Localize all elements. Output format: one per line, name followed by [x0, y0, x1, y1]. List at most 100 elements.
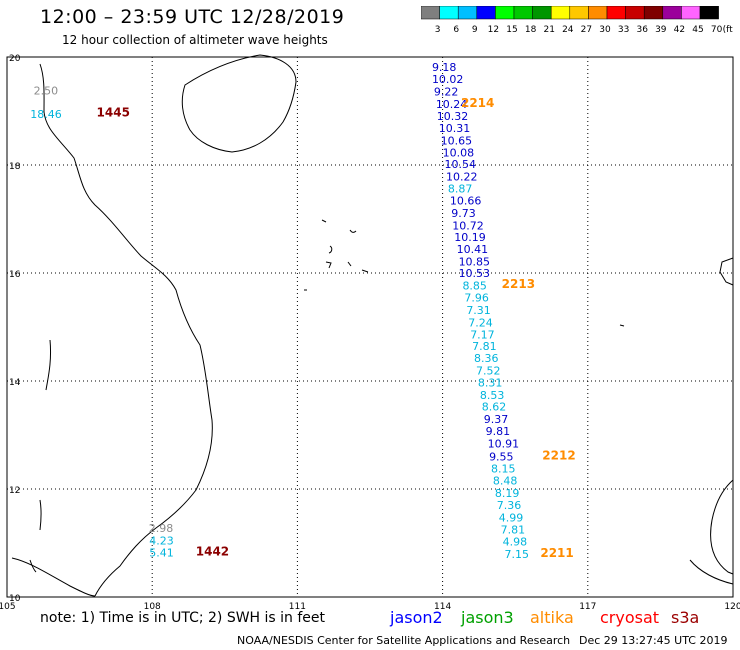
wave-height-label: 10.54: [445, 158, 477, 171]
axis-labels: 105 108 111 114 117 120 20 18 16 14 12 10: [0, 54, 740, 612]
wave-height-points: 9.1810.029.2210.2410.3210.3110.6510.0810…: [30, 61, 529, 561]
colorbar-tick: 18: [525, 25, 537, 34]
x-tick-label: 117: [579, 602, 596, 612]
y-tick-label: 14: [9, 378, 21, 388]
wave-height-label: 8.87: [448, 183, 473, 196]
wave-height-label: 10.91: [488, 437, 520, 450]
map-subtitle: 12 hour collection of altimeter wave hei…: [62, 33, 328, 47]
x-tick-label: 111: [289, 602, 306, 612]
colorbar-tick: 21: [543, 25, 554, 34]
wave-height-label: 10.02: [432, 73, 464, 86]
y-tick-label: 10: [9, 594, 21, 604]
wave-height-label: 7.15: [505, 548, 530, 561]
y-tick-label: 18: [9, 162, 21, 172]
wave-height-label: 10.41: [457, 243, 489, 256]
wave-height-label: 10.85: [459, 255, 491, 268]
colorbar-tick: 33: [618, 25, 629, 34]
graticule: [7, 57, 733, 597]
footer-timestamp: Dec 29 13:27:45 UTC 2019: [579, 634, 728, 647]
wave-height-label: 10.31: [439, 122, 471, 135]
colorbar-tick: 36: [636, 25, 648, 34]
legend-cryosat: cryosat: [600, 608, 660, 627]
pass-time-label: 2212: [542, 448, 575, 462]
wave-height-label: 7.52: [476, 365, 501, 378]
pass-time-label: 1445: [97, 105, 130, 119]
map-frame: [6, 56, 734, 598]
wave-height-label: 10.22: [446, 171, 478, 184]
legend-jason3: jason3: [461, 608, 514, 627]
hainan-island: [181, 54, 297, 153]
y-tick-label: 20: [9, 54, 21, 64]
wave-height-label: 2.50: [34, 84, 59, 97]
wave-height-label: 8.15: [491, 462, 516, 475]
wave-height-label: 7.36: [497, 499, 521, 512]
wave-height-label: 4.98: [503, 536, 527, 549]
wave-height-label: 9.18: [432, 61, 457, 74]
colorbar-tick: 30: [599, 25, 611, 34]
wave-height-label: 10.24: [436, 98, 468, 111]
wave-height-label: 9.73: [451, 207, 476, 220]
x-tick-label: 120: [724, 602, 740, 612]
colorbar-tick: 70: [711, 25, 723, 34]
colorbar-swatch: [699, 6, 719, 20]
wave-height-label: 8.48: [493, 475, 518, 488]
x-tick-label: 105: [0, 602, 16, 612]
wave-height-label: 9.22: [434, 85, 459, 98]
wave-height-label: 9.37: [484, 413, 509, 426]
wave-height-label: 10.66: [450, 194, 482, 207]
paracel-islands: [304, 219, 625, 327]
wave-height-label: 18.46: [30, 108, 62, 121]
wave-height-label: 4.23: [149, 535, 174, 548]
y-tick-label: 12: [9, 486, 20, 496]
x-tick-label: 108: [144, 602, 161, 612]
pass-time-label: 2211: [540, 546, 573, 560]
map-title: 12:00 – 23:59 UTC 12/28/2019: [40, 6, 345, 28]
wave-height-label: 7.81: [472, 340, 497, 353]
y-tick-label: 16: [9, 270, 21, 280]
colorbar-tick: 42: [674, 25, 685, 34]
colorbar-unit: (ft): [723, 25, 733, 34]
wave-height-label: 8.36: [474, 352, 499, 365]
wave-height-label: 7.24: [468, 316, 493, 329]
footer-note: note: 1) Time is in UTC; 2) SWH is in fe…: [40, 610, 326, 626]
colorbar-tick: 27: [581, 25, 592, 34]
legend-jason2: jason2: [390, 608, 443, 627]
wave-height-label: 5.41: [149, 547, 174, 560]
wave-height-label: 10.19: [454, 231, 486, 244]
wave-height-label: 4.99: [499, 511, 524, 524]
coastline: [11, 63, 213, 597]
pass-time-labels: 2214 2213 2212 2211 1445 1442: [97, 96, 576, 560]
wave-height-label: 7.96: [464, 292, 489, 305]
colorbar-tick: 15: [506, 25, 517, 34]
wave-height-label: 7.31: [466, 304, 491, 317]
wave-height-label: 7.17: [470, 328, 495, 341]
wave-height-label: 7.81: [501, 523, 526, 536]
legend-s3a: s3a: [671, 608, 700, 627]
colorbar-tick: 9: [472, 25, 478, 34]
colorbar-tick: 39: [655, 25, 667, 34]
wave-height-label: 10.32: [437, 110, 469, 123]
pass-time-label: 2213: [502, 277, 535, 291]
colorbar-tick: 24: [562, 25, 574, 34]
wave-height-label: 10.08: [443, 146, 475, 159]
pass-time-label: 1442: [196, 544, 229, 558]
colorbar-tick: 3: [435, 25, 441, 34]
pass-time-label: 2214: [461, 96, 494, 110]
x-tick-label: 114: [434, 602, 451, 612]
wave-height-label: 9.55: [489, 450, 513, 463]
colorbar-tick: 12: [488, 25, 499, 34]
wave-height-label: 2.98: [149, 522, 174, 535]
philippines-coast: [689, 257, 734, 585]
wave-height-label: 10.65: [441, 134, 473, 147]
colorbar-tick: 6: [453, 25, 459, 34]
wave-height-label: 8.31: [478, 376, 503, 389]
wave-height-label: 8.62: [482, 401, 507, 414]
wave-height-label: 8.85: [462, 280, 487, 293]
legend-altika: altika: [530, 608, 574, 627]
footer-credit: NOAA/NESDIS Center for Satellite Applica…: [237, 634, 571, 647]
wave-height-label: 8.19: [495, 487, 520, 500]
wave-height-label: 8.53: [480, 389, 505, 402]
wave-height-label: 10.53: [459, 267, 491, 280]
